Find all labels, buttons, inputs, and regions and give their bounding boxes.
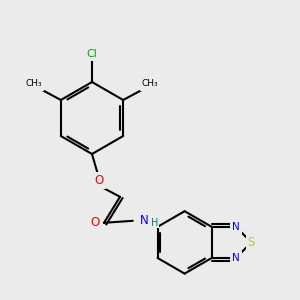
Text: O: O <box>91 216 100 229</box>
Text: O: O <box>94 174 104 187</box>
Text: CH₃: CH₃ <box>26 80 42 88</box>
Text: N: N <box>140 214 149 226</box>
Text: CH₃: CH₃ <box>142 80 158 88</box>
Text: H: H <box>151 218 158 228</box>
Text: N: N <box>232 253 240 263</box>
Text: Cl: Cl <box>87 49 98 59</box>
Text: N: N <box>232 222 240 232</box>
Text: S: S <box>248 236 255 249</box>
